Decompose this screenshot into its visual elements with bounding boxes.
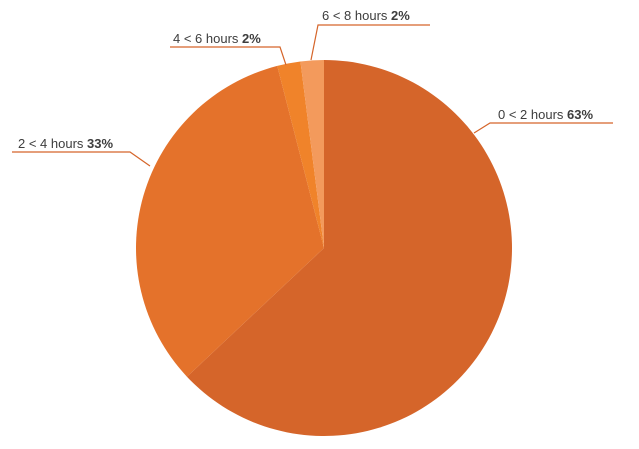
pie-slices [136,60,513,436]
leader-line-2-4-hours [12,151,151,167]
pie-slice-2-4-hours [136,65,324,377]
slice-label-6-8-hours: 6 < 8 hours 2% [322,8,410,23]
slice-label-0-2-hours: 0 < 2 hours 63% [498,107,593,122]
slice-label-2-4-hours: 2 < 4 hours 33% [18,136,113,151]
leader-line-6-8-hours [310,24,430,61]
leader-line-4-6-hours [170,46,287,66]
leader-lines [12,24,613,167]
leader-line-0-2-hours [473,122,613,134]
pie-slice-6-8-hours [300,60,324,248]
pie-slice-0-2-hours [186,60,513,436]
slice-label-4-6-hours: 4 < 6 hours 2% [173,31,261,46]
pie-slice-4-6-hours [277,61,324,249]
